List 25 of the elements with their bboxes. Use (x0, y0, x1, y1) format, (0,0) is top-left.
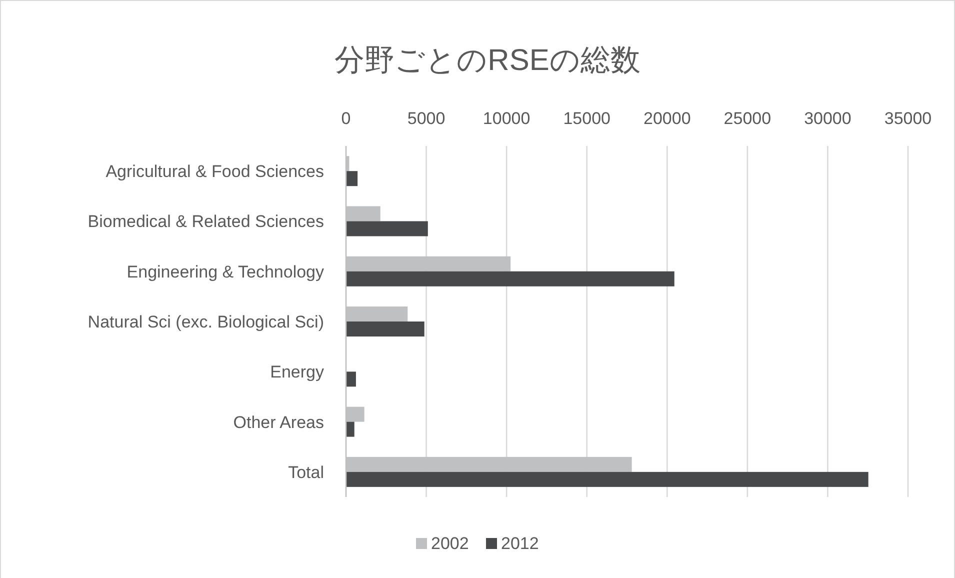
y-tick-label: Natural Sci (exc. Biological Sci) (88, 312, 324, 332)
bar (346, 171, 358, 186)
bar (346, 422, 354, 437)
x-tick-label: 35000 (884, 109, 932, 128)
x-tick-label: 25000 (724, 109, 772, 128)
bar (346, 472, 868, 487)
y-tick-label: Energy (270, 362, 324, 382)
legend-label: 2002 (431, 534, 469, 553)
y-tick-label: Engineering & Technology (126, 262, 324, 282)
y-tick-label: Total (288, 462, 324, 482)
y-tick-label: Other Areas (233, 412, 324, 432)
x-tick-label: 30000 (804, 109, 852, 128)
y-tick-label: Agricultural & Food Sciences (106, 162, 324, 182)
x-tick-label: 20000 (644, 109, 691, 128)
bar (346, 372, 356, 387)
bar (346, 221, 428, 236)
chart-title: 分野ごとのRSEの総数 (334, 44, 640, 77)
bar (346, 322, 424, 336)
x-tick-label: 0 (341, 109, 351, 128)
legend-label: 2012 (501, 534, 539, 553)
x-tick-label: 15000 (563, 109, 610, 128)
bar (346, 271, 674, 286)
x-tick-label: 5000 (407, 109, 446, 128)
y-tick-label: Biomedical & Related Sciences (88, 212, 324, 232)
x-tick-label: 10000 (482, 109, 530, 128)
